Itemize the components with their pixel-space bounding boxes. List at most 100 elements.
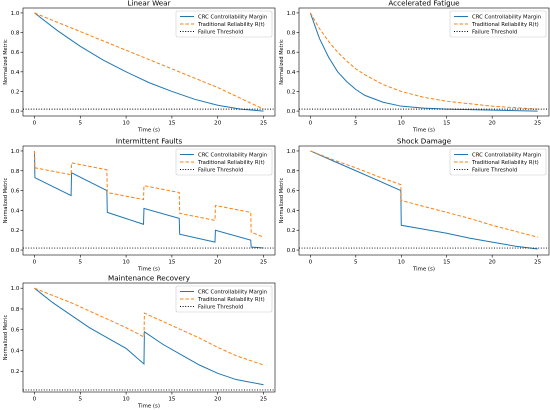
x-tick-label: 0 bbox=[33, 260, 37, 266]
legend-entry: CRC Controllability Margin bbox=[198, 289, 267, 295]
subplot-1: Linear Wear 0 5 10 15 20 25 0.0 0.2 0.4 0.6 0.8 1.0 T… bbox=[3, 0, 276, 134]
legend-entry: Failure Threshold bbox=[472, 29, 517, 35]
subplot-title: Accelerated Fatigue bbox=[388, 0, 460, 8]
y-tick-label: 0.2 bbox=[287, 228, 296, 234]
y-tick-label: 1.0 bbox=[287, 11, 296, 17]
x-tick-label: 5 bbox=[78, 260, 82, 266]
y-tick-label: 0.2 bbox=[11, 89, 20, 95]
series-line-traditional-reliability-r-t bbox=[33, 150, 264, 238]
series-line-crc-controllability-margin bbox=[34, 12, 264, 112]
legend-entry: Failure Threshold bbox=[198, 304, 243, 310]
series-line-traditional-reliability-r-t bbox=[309, 12, 538, 110]
x-tick-label: 0 bbox=[309, 260, 313, 266]
subplot-title: Maintenance Recovery bbox=[108, 274, 191, 283]
y-axis-label: Normalized Metric bbox=[3, 315, 9, 361]
axes-frame bbox=[22, 282, 276, 393]
x-tick-label: 20 bbox=[214, 260, 222, 266]
series-line-crc-controllability-margin bbox=[310, 150, 538, 250]
x-tick-label: 20 bbox=[214, 397, 222, 403]
x-axis-label: Time (s) bbox=[412, 267, 435, 273]
x-axis-label: Time (s) bbox=[137, 267, 160, 273]
axes-frame bbox=[298, 145, 550, 256]
series-line-traditional-reliability-r-t bbox=[34, 287, 264, 366]
y-tick-label: 0.0 bbox=[287, 248, 296, 254]
x-tick-label: 15 bbox=[168, 260, 176, 266]
y-tick-label: 0.8 bbox=[11, 31, 20, 37]
subplot-4: Shock Damage 0 5 10 15 20 25 0.0 0.2 0.4 0.6 0.8 1.0… bbox=[279, 137, 550, 273]
x-tick-label: 0 bbox=[33, 397, 37, 403]
x-tick-label: 15 bbox=[168, 397, 176, 403]
x-tick-label: 5 bbox=[78, 121, 82, 127]
y-tick-label: 0.0 bbox=[11, 109, 20, 115]
legend-entry: Traditional Reliability R(t) bbox=[471, 22, 539, 28]
y-tick-label: 0.4 bbox=[287, 208, 296, 214]
legend: CRC Controllability Margin Traditional Re… bbox=[175, 285, 273, 313]
series-line-traditional-reliability-r-t bbox=[34, 12, 264, 110]
subplot-3: Intermittent Faults 0 5 10 15 20 25 0.0 0.2 0.4 0.… bbox=[3, 137, 276, 273]
subplot-title: Shock Damage bbox=[397, 137, 452, 146]
y-tick-label: 0.0 bbox=[11, 248, 20, 254]
y-tick-label: 0.4 bbox=[11, 70, 20, 76]
y-tick-label: 0.4 bbox=[287, 70, 296, 76]
x-tick-label: 5 bbox=[354, 121, 358, 127]
y-tick-label: 0.2 bbox=[287, 89, 296, 95]
series-line-crc-controllability-margin bbox=[34, 287, 264, 386]
legend-entry: CRC Controllability Margin bbox=[198, 152, 267, 158]
legend-entry: Traditional Reliability R(t) bbox=[197, 297, 265, 303]
subplot-2: Accelerated Fatigue 0 5 10 15 20 25 0.0 0.2 0.4 0.… bbox=[279, 0, 550, 134]
y-tick-label: 0.0 bbox=[287, 109, 296, 115]
subplot-5: Maintenance Recovery 0 5 10 15 20 25 0.2 0.4 0.6 0… bbox=[3, 274, 276, 410]
axes-frame bbox=[22, 145, 276, 256]
y-tick-label: 1.0 bbox=[11, 11, 20, 17]
legend: CRC Controllability Margin Traditional Re… bbox=[449, 148, 547, 176]
y-tick-label: 0.8 bbox=[11, 307, 20, 313]
x-tick-label: 0 bbox=[33, 121, 37, 127]
x-tick-label: 0 bbox=[309, 121, 313, 127]
legend-entry: Failure Threshold bbox=[472, 167, 517, 173]
y-tick-label: 0.8 bbox=[11, 169, 20, 175]
y-tick-label: 0.6 bbox=[11, 189, 20, 195]
x-tick-label: 25 bbox=[260, 260, 268, 266]
legend-entry: Traditional Reliability R(t) bbox=[197, 22, 265, 28]
x-tick-label: 25 bbox=[534, 260, 542, 266]
legend-entry: Failure Threshold bbox=[198, 29, 243, 35]
x-axis-label: Time (s) bbox=[137, 128, 160, 134]
x-tick-label: 25 bbox=[260, 397, 268, 403]
y-axis-label: Normalized Metric bbox=[3, 39, 9, 85]
y-tick-label: 0.6 bbox=[11, 328, 20, 334]
y-axis-label: Normalized Metric bbox=[279, 39, 285, 85]
series-line-crc-controllability-margin bbox=[33, 150, 264, 249]
legend: CRC Controllability Margin Traditional Re… bbox=[175, 10, 273, 38]
y-tick-label: 0.8 bbox=[287, 169, 296, 175]
x-tick-label: 10 bbox=[398, 121, 406, 127]
legend-entry: Failure Threshold bbox=[198, 167, 243, 173]
x-tick-label: 5 bbox=[78, 397, 82, 403]
y-tick-label: 0.6 bbox=[287, 50, 296, 56]
legend-entry: CRC Controllability Margin bbox=[472, 152, 541, 158]
legend-entry: CRC Controllability Margin bbox=[472, 14, 541, 20]
subplot-title: Intermittent Faults bbox=[116, 137, 183, 146]
y-tick-label: 0.6 bbox=[11, 50, 20, 56]
y-tick-label: 1.0 bbox=[11, 149, 20, 155]
axes-frame bbox=[22, 7, 276, 117]
subplot-title: Linear Wear bbox=[127, 0, 170, 8]
axes-frame bbox=[298, 7, 550, 117]
legend-entry: CRC Controllability Margin bbox=[198, 14, 267, 20]
y-tick-label: 0.2 bbox=[11, 228, 20, 234]
x-tick-label: 15 bbox=[168, 121, 176, 127]
x-tick-label: 5 bbox=[354, 260, 358, 266]
x-tick-label: 20 bbox=[489, 260, 497, 266]
x-tick-label: 25 bbox=[260, 121, 268, 127]
y-axis-label: Normalized Metric bbox=[3, 178, 9, 224]
x-tick-label: 10 bbox=[123, 260, 131, 266]
x-tick-label: 25 bbox=[534, 121, 542, 127]
x-tick-label: 10 bbox=[123, 397, 131, 403]
series-line-crc-controllability-margin bbox=[309, 12, 538, 112]
y-tick-label: 1.0 bbox=[287, 149, 296, 155]
legend: CRC Controllability Margin Traditional Re… bbox=[449, 10, 547, 38]
x-axis-label: Time (s) bbox=[137, 404, 160, 410]
y-tick-label: 0.2 bbox=[11, 369, 20, 375]
x-tick-label: 10 bbox=[398, 260, 406, 266]
y-tick-label: 1.0 bbox=[11, 286, 20, 292]
